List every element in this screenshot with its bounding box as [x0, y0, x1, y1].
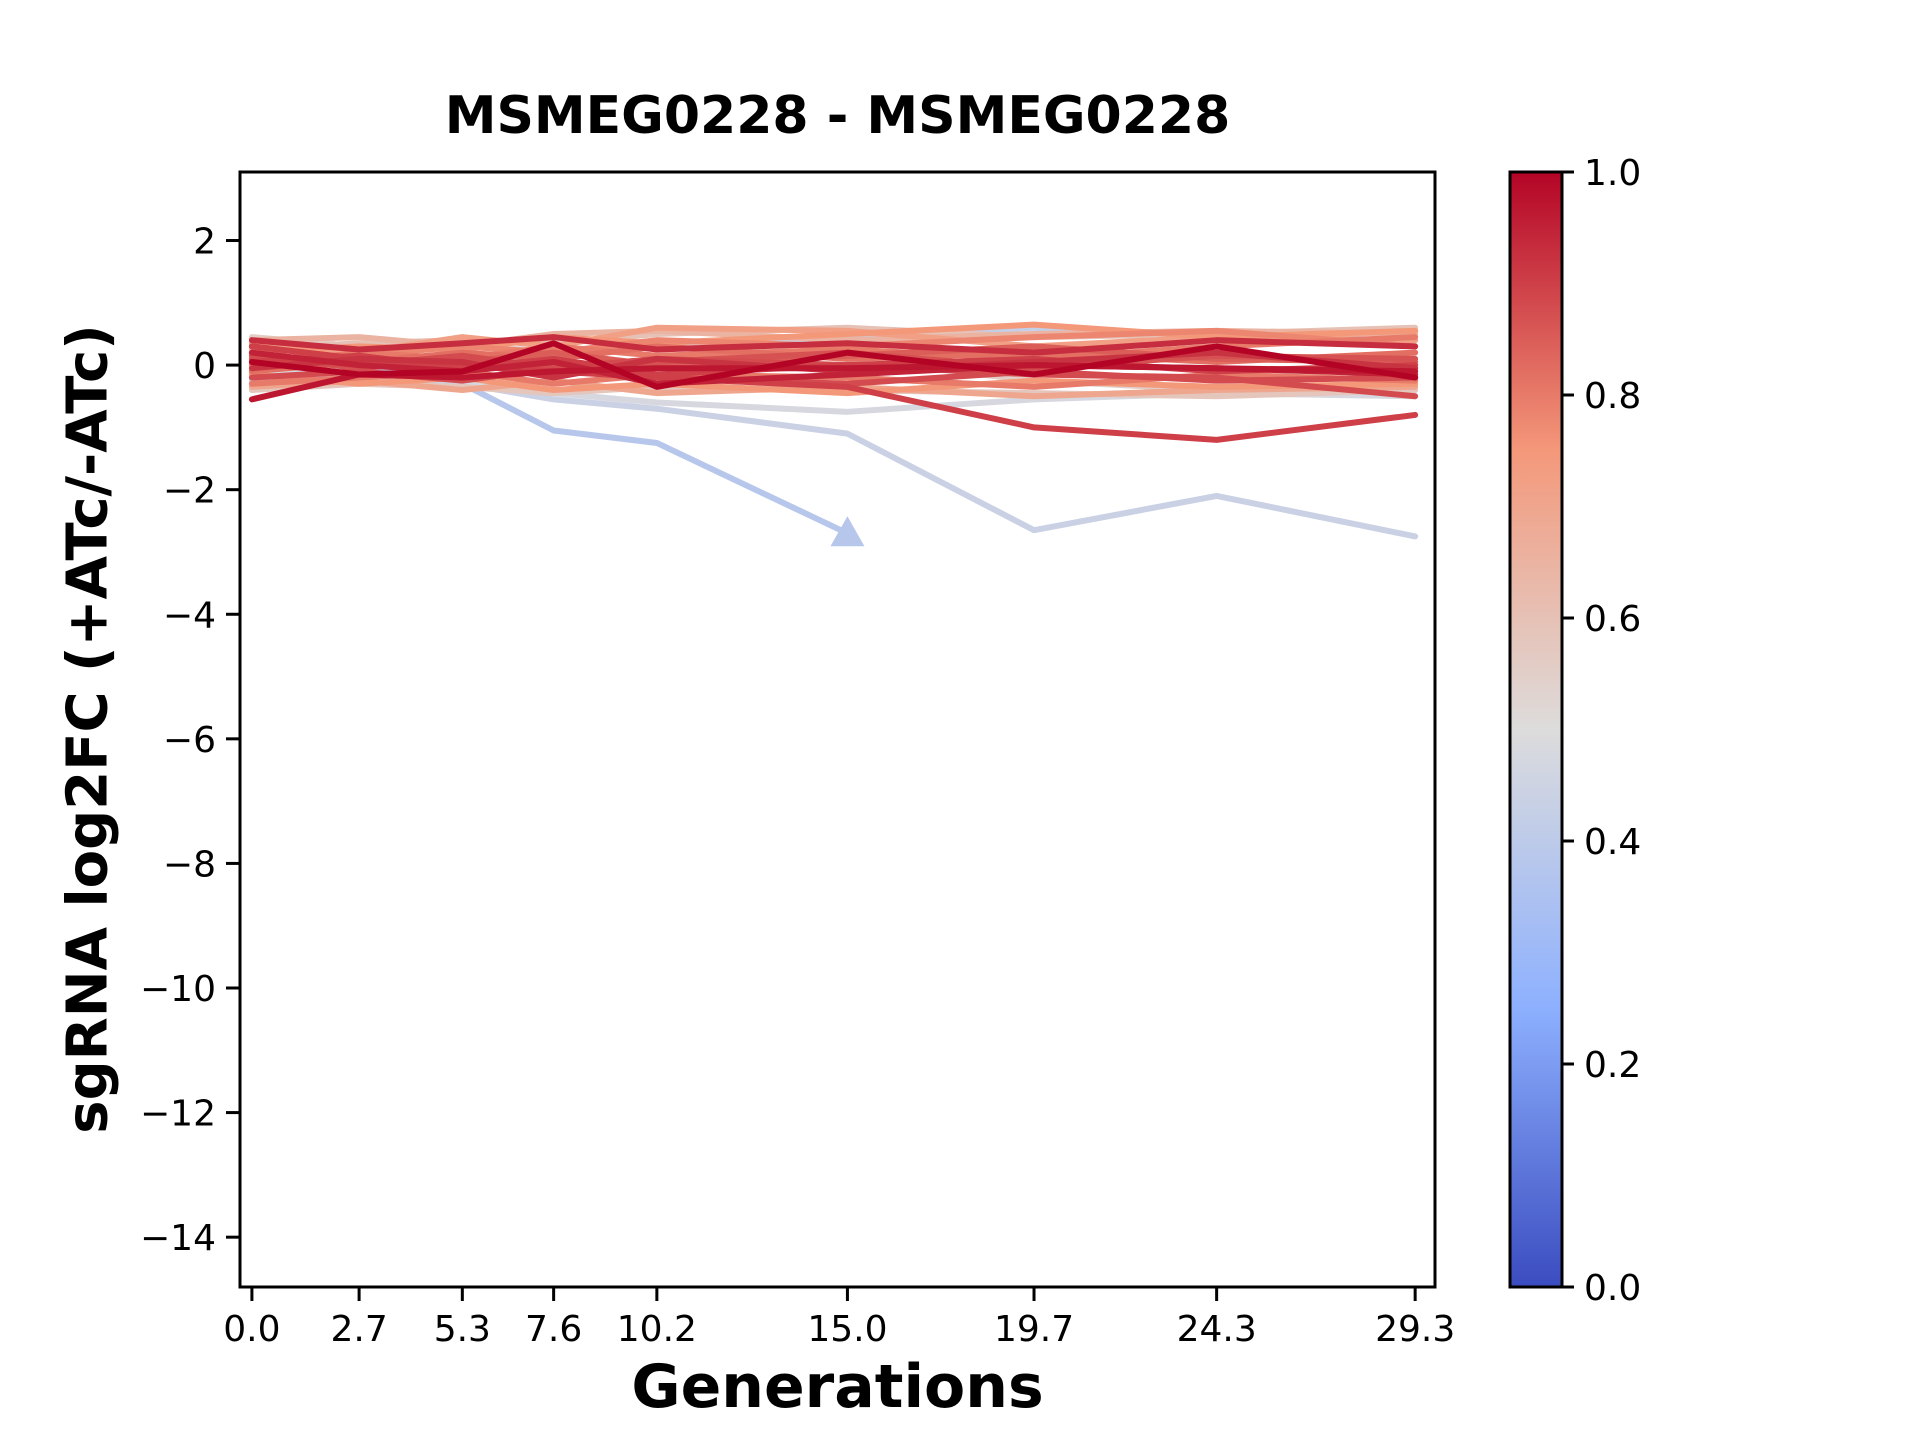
x-tick-label: 0.0: [223, 1309, 280, 1350]
x-tick-label: 15.0: [807, 1309, 887, 1350]
y-tick-label: −2: [163, 471, 216, 512]
colorbar-tick-label: 0.6: [1584, 599, 1641, 640]
y-tick-label: −8: [163, 844, 216, 885]
x-tick-label: 7.6: [525, 1309, 582, 1350]
y-tick-label: −12: [140, 1094, 216, 1135]
x-tick-label: 5.3: [434, 1309, 491, 1350]
y-tick-label: −6: [163, 720, 216, 761]
x-tick-label: 2.7: [330, 1309, 387, 1350]
colorbar-tick-label: 0.2: [1584, 1045, 1641, 1086]
plot-border: [238, 170, 1437, 1289]
y-tick-label: 2: [193, 222, 216, 263]
x-axis-label: Generations: [631, 1352, 1044, 1422]
colorbar-tick-label: 1.0: [1584, 153, 1641, 194]
x-tick-label: 24.3: [1177, 1309, 1257, 1350]
x-tick-label: 10.2: [617, 1309, 697, 1350]
y-tick-label: 0: [193, 346, 216, 387]
sgrna-line: [248, 340, 1419, 390]
colorbar-tick-label: 0.4: [1584, 822, 1641, 863]
colorbar-tick-label: 0.8: [1584, 376, 1641, 417]
colorbar: [1508, 170, 1564, 1289]
y-tick-label: −14: [140, 1218, 216, 1259]
dropout-triangle-marker: [830, 516, 865, 547]
x-tick-label: 19.7: [994, 1309, 1074, 1350]
sgrna-line: [248, 334, 1419, 369]
sgrna-line: [248, 371, 1419, 540]
colorbar-tick-label: 0.0: [1584, 1268, 1641, 1309]
y-tick-label: −10: [140, 969, 216, 1010]
y-tick-label: −4: [163, 595, 216, 636]
chart-title: MSMEG0228 - MSMEG0228: [444, 86, 1231, 146]
sgrna-line: [248, 334, 1419, 356]
x-tick-label: 29.3: [1375, 1309, 1455, 1350]
